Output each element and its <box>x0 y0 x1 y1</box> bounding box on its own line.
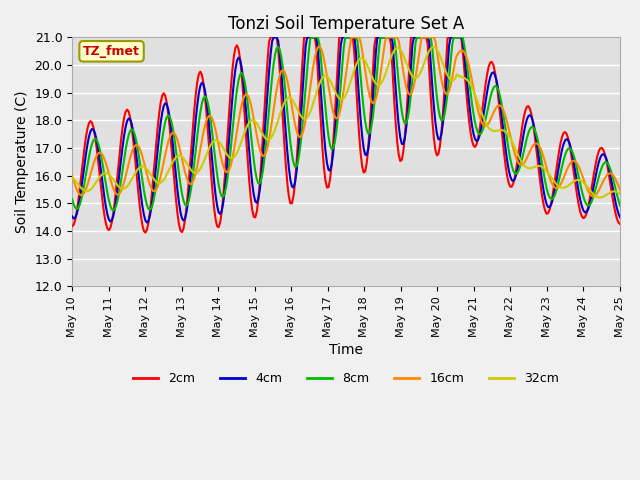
Text: TZ_fmet: TZ_fmet <box>83 45 140 58</box>
Y-axis label: Soil Temperature (C): Soil Temperature (C) <box>15 91 29 233</box>
X-axis label: Time: Time <box>329 343 363 357</box>
Legend: 2cm, 4cm, 8cm, 16cm, 32cm: 2cm, 4cm, 8cm, 16cm, 32cm <box>128 368 564 390</box>
Title: Tonzi Soil Temperature Set A: Tonzi Soil Temperature Set A <box>228 15 464 33</box>
